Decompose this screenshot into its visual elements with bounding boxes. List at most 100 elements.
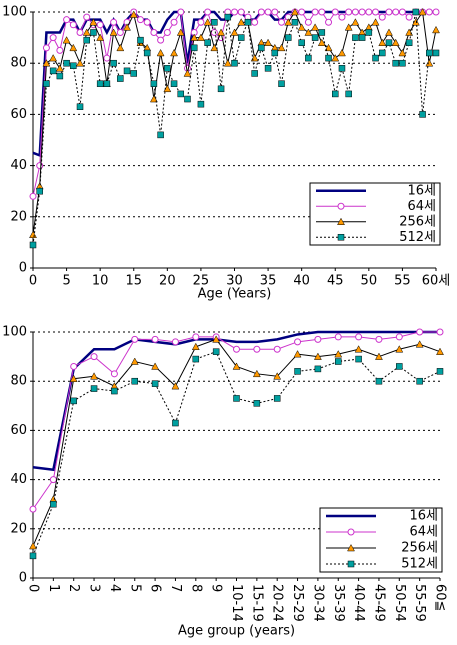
marker	[318, 29, 326, 36]
marker	[184, 95, 191, 103]
marker	[253, 345, 261, 353]
marker	[50, 500, 57, 508]
marker	[331, 8, 339, 16]
marker	[170, 18, 178, 26]
marker	[42, 44, 50, 52]
marker	[109, 28, 118, 36]
marker	[418, 7, 427, 16]
marker	[196, 33, 205, 41]
marker	[251, 18, 259, 26]
marker	[378, 38, 387, 46]
marker	[29, 241, 37, 249]
marker	[55, 64, 64, 72]
marker	[436, 328, 444, 336]
marker	[83, 13, 91, 21]
marker	[232, 362, 241, 370]
marker	[252, 369, 261, 378]
marker	[251, 70, 258, 77]
marker	[426, 49, 433, 57]
marker	[29, 230, 37, 238]
marker	[49, 476, 57, 484]
legend-label: 256세	[399, 214, 436, 229]
marker	[385, 8, 393, 16]
x-tick-label: 4	[107, 584, 122, 592]
marker	[130, 357, 139, 365]
marker	[151, 335, 159, 343]
x-axis-title: Age (Years)	[198, 287, 272, 302]
marker	[257, 8, 265, 16]
marker	[217, 28, 225, 36]
x-tick-label: 10	[92, 274, 109, 289]
marker	[203, 18, 212, 26]
marker	[163, 28, 171, 36]
marker	[192, 355, 200, 363]
marker	[331, 54, 340, 62]
marker	[192, 333, 200, 341]
marker	[294, 368, 301, 375]
marker	[171, 382, 180, 390]
marker	[233, 395, 240, 402]
marker	[29, 552, 37, 560]
marker	[190, 44, 198, 52]
marker	[150, 28, 158, 36]
marker	[365, 8, 373, 16]
marker	[317, 38, 326, 46]
marker	[313, 352, 322, 360]
marker	[230, 28, 239, 36]
x-tick-label: 30	[226, 274, 243, 289]
marker	[392, 59, 399, 67]
marker	[415, 340, 424, 348]
marker	[271, 8, 279, 16]
marker	[123, 23, 131, 31]
marker	[231, 8, 238, 16]
marker	[358, 34, 366, 41]
marker	[191, 342, 200, 351]
marker	[293, 350, 302, 358]
marker	[345, 90, 352, 98]
marker	[171, 338, 179, 346]
marker	[96, 33, 105, 41]
marker	[264, 38, 273, 46]
y-tick-label: 60	[10, 107, 27, 122]
x-tick-label: 60세	[422, 274, 451, 289]
y-tick-label: 80	[10, 56, 27, 71]
legend-label: 64세	[409, 525, 438, 540]
marker	[123, 67, 131, 75]
marker	[83, 36, 90, 44]
x-tick-label: 10-14	[229, 584, 244, 622]
marker	[157, 36, 165, 44]
marker	[76, 28, 84, 36]
x-tick-label: 55	[394, 274, 411, 289]
marker	[365, 29, 373, 36]
x-tick-label: 45	[327, 274, 344, 289]
marker	[284, 34, 292, 41]
legend-label: 16세	[409, 509, 438, 524]
marker	[347, 528, 355, 536]
marker	[258, 44, 265, 52]
marker	[298, 8, 306, 16]
marker	[111, 387, 118, 395]
x-tick-label: 7	[168, 584, 183, 592]
panel: 0 20 40 60 80 100 0 5 10 15 20 25 30 35 40 45 50 55 60세 Age…	[2, 5, 450, 302]
marker	[110, 18, 118, 26]
marker	[190, 33, 199, 41]
x-tick-label: 6	[148, 584, 163, 592]
marker	[76, 59, 84, 67]
marker	[82, 28, 91, 36]
marker	[233, 345, 240, 353]
marker	[183, 69, 192, 77]
marker	[237, 8, 245, 16]
marker	[334, 350, 343, 358]
y-tick-label: 0	[19, 261, 27, 276]
marker	[29, 505, 37, 513]
x-tick-label: 15-19	[249, 584, 264, 622]
marker	[164, 65, 171, 72]
marker	[277, 43, 286, 52]
marker	[396, 363, 403, 370]
marker	[197, 18, 205, 26]
marker	[49, 67, 57, 75]
marker	[311, 8, 319, 16]
marker	[432, 8, 440, 16]
marker	[237, 34, 245, 41]
